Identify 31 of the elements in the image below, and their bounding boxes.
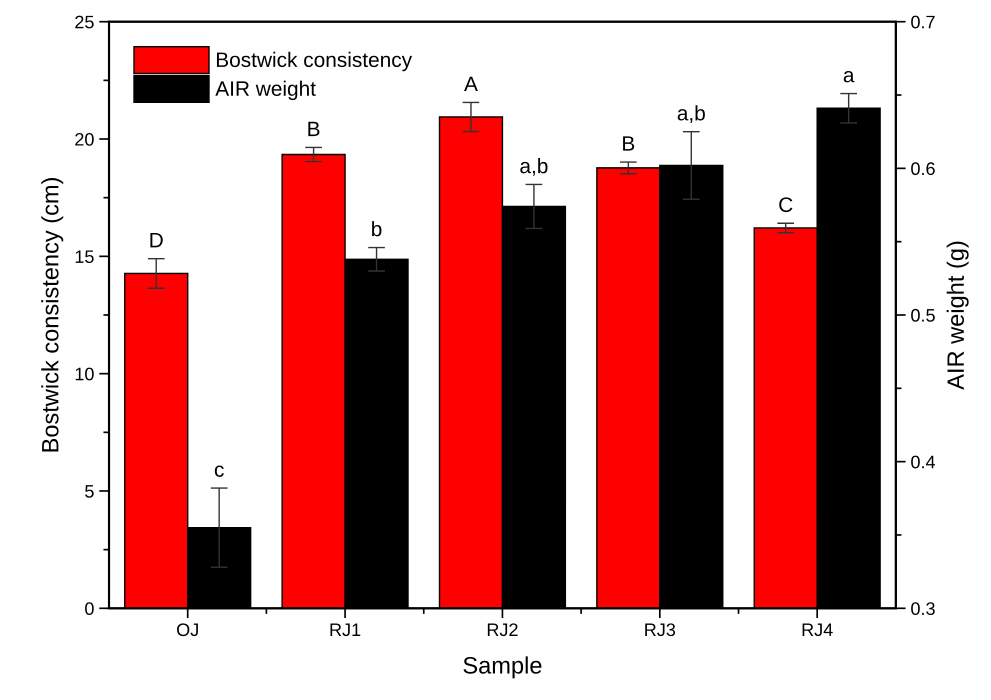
x-tick-label: RJ4: [802, 624, 833, 636]
data-label: A: [464, 76, 478, 92]
y-tick-label: 15: [76, 250, 94, 264]
y2-tick-label: 0.3: [911, 602, 935, 616]
data-label: C: [779, 197, 792, 212]
data-label: a,b: [678, 105, 705, 123]
y-tick-label: 5: [85, 485, 94, 498]
data-label: c: [214, 465, 224, 477]
x-tick-label: OJ: [177, 623, 198, 636]
x-tick-label: RJ3: [645, 623, 676, 636]
x-axis-title: Sample: [463, 656, 542, 678]
x-tick-label: RJ1: [330, 624, 360, 636]
data-label: a,b: [520, 158, 548, 176]
y2-tick-label: 0.4: [911, 456, 936, 468]
y2-tick-label: 0.5: [911, 308, 935, 322]
y-axis-title: Bostwick consistency (cm): [41, 178, 64, 452]
legend-label: AIR weight: [215, 80, 316, 100]
y-tick-label: 10: [76, 368, 94, 380]
y-tick-label: 25: [75, 16, 94, 28]
y2-tick-label: 0.6: [911, 162, 935, 176]
y-tick-label: 0: [85, 602, 94, 616]
x-tick-label: RJ2: [488, 623, 518, 636]
y2-tick-label: 0.7: [911, 16, 935, 28]
data-label: b: [372, 221, 382, 236]
y-tick-label: 20: [75, 132, 94, 146]
data-label: a: [844, 70, 854, 82]
data-label: B: [623, 136, 634, 151]
y2-axis-title: AIR weight (g): [946, 242, 969, 390]
data-label: B: [308, 122, 320, 136]
data-label: D: [150, 232, 163, 248]
legend-label: Bostwick consistency: [216, 52, 412, 72]
